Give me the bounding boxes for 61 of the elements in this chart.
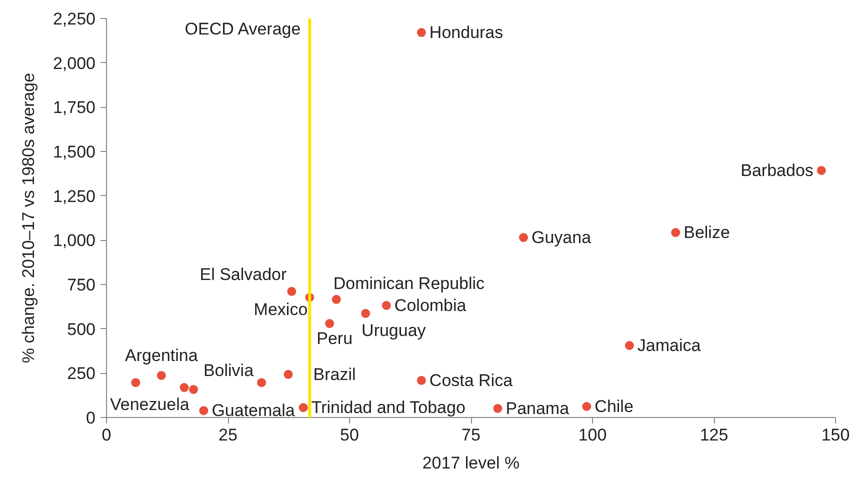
annotation: Peru <box>316 329 353 348</box>
y-tick-label: 500 <box>67 320 96 339</box>
annotation: Argentina <box>125 346 198 365</box>
annotation: Uruguay <box>362 320 426 340</box>
point <box>582 402 592 411</box>
annotation: Guatemala <box>212 401 296 420</box>
x-tick-label: 0 <box>102 426 112 444</box>
x-tick-label: 25 <box>218 426 238 444</box>
annotation: Bolivia <box>203 361 254 380</box>
point <box>361 308 370 318</box>
y-tick-label: 750 <box>67 276 96 294</box>
y-tick-label: 1,000 <box>52 231 96 250</box>
annotation: Jamaica <box>637 336 702 356</box>
x-tick-label: 125 <box>700 426 728 444</box>
y-axis-title: % change. 2010–17 vs 1980s average <box>18 72 38 364</box>
point <box>416 376 426 385</box>
x-axis-title: 2017 level % <box>422 454 520 472</box>
point <box>416 28 426 37</box>
y-tick-label: 1,250 <box>52 186 96 206</box>
annotation: Colombia <box>394 296 467 315</box>
point <box>816 166 826 175</box>
point <box>382 300 391 310</box>
annotation: Guyana <box>531 228 592 248</box>
y-tick-label: 0 <box>86 408 96 428</box>
point <box>257 378 266 388</box>
point <box>518 233 528 242</box>
y-tick-label: 250 <box>67 364 96 384</box>
point <box>671 228 680 238</box>
x-tick-label: 150 <box>821 426 850 444</box>
x-tick-label: 50 <box>340 426 359 444</box>
annotation: Brazil <box>313 364 356 384</box>
ref-line-label: OECD Average <box>184 20 301 38</box>
point <box>188 384 198 394</box>
annotation: Dominican Republic <box>333 274 486 293</box>
point <box>287 286 296 296</box>
point <box>624 341 634 350</box>
annotation: Panama <box>506 398 570 418</box>
y-tick-label: 1,500 <box>52 142 96 162</box>
y-tick-label: 1,750 <box>52 98 96 118</box>
point <box>298 403 308 412</box>
annotation: Chile <box>594 397 634 416</box>
point <box>156 370 166 380</box>
x-tick-label: 100 <box>578 426 607 444</box>
annotation: Barbados <box>740 160 814 180</box>
annotation: Honduras <box>429 23 504 42</box>
point <box>180 383 189 392</box>
point <box>325 319 334 328</box>
point <box>284 370 293 379</box>
point <box>493 404 502 413</box>
y-tick-label: 2,250 <box>52 10 96 28</box>
annotation: Belize <box>684 223 730 242</box>
annotation: Venezuela <box>110 395 190 414</box>
annotation: Costa Rica <box>429 370 514 390</box>
annotation: Mexico <box>254 300 308 319</box>
x-tick-label: 75 <box>462 426 480 444</box>
point <box>332 294 341 304</box>
point <box>131 378 140 388</box>
y-tick-label: 2,000 <box>52 54 96 73</box>
point <box>199 406 208 416</box>
annotation: El Salvador <box>200 264 288 284</box>
annotation: Trinidad and Tobago <box>311 398 466 418</box>
